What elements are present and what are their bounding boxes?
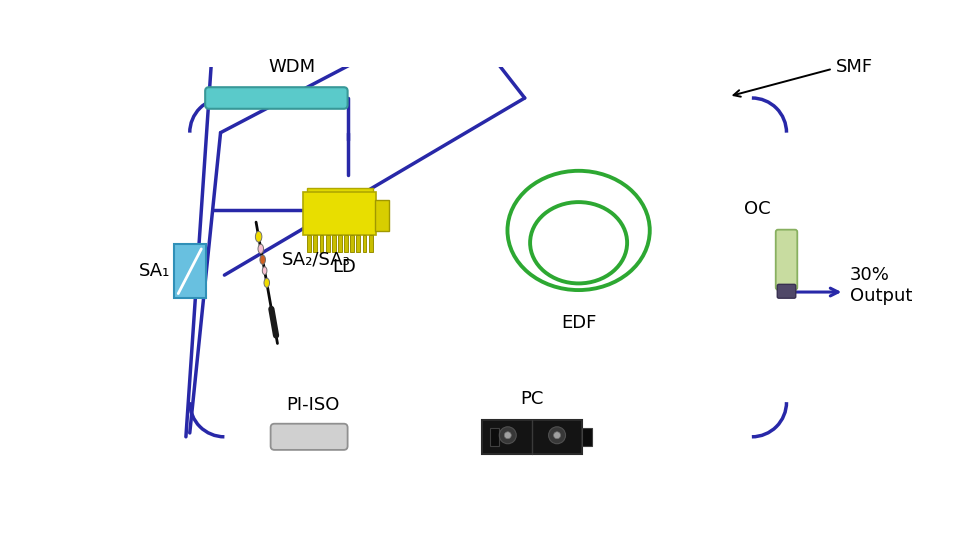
- Bar: [307, 235, 311, 251]
- Ellipse shape: [499, 427, 516, 444]
- Ellipse shape: [554, 432, 561, 438]
- FancyBboxPatch shape: [271, 424, 348, 450]
- Bar: [363, 235, 367, 251]
- Bar: [582, 428, 592, 446]
- Ellipse shape: [260, 255, 265, 264]
- Bar: [332, 235, 335, 251]
- Bar: [313, 235, 317, 251]
- Bar: [357, 235, 361, 251]
- Ellipse shape: [262, 267, 267, 274]
- FancyBboxPatch shape: [307, 189, 372, 208]
- Text: SA₂/SA₃: SA₂/SA₃: [282, 251, 351, 269]
- Ellipse shape: [258, 244, 263, 254]
- Bar: [338, 235, 342, 251]
- Bar: [375, 200, 389, 231]
- Bar: [490, 428, 499, 446]
- Text: PI-ISO: PI-ISO: [287, 396, 339, 414]
- Text: OC: OC: [744, 200, 770, 218]
- FancyBboxPatch shape: [205, 87, 348, 109]
- Text: LD: LD: [332, 258, 356, 276]
- Bar: [326, 235, 330, 251]
- Text: SMF: SMF: [836, 58, 873, 76]
- Text: EDF: EDF: [561, 314, 597, 332]
- Bar: [344, 235, 348, 251]
- Bar: [303, 192, 376, 235]
- Bar: [483, 420, 582, 454]
- Ellipse shape: [549, 427, 566, 444]
- Ellipse shape: [264, 278, 269, 287]
- Bar: [320, 235, 324, 251]
- FancyBboxPatch shape: [174, 244, 206, 298]
- Text: SA₁: SA₁: [139, 262, 171, 280]
- FancyBboxPatch shape: [776, 230, 798, 290]
- Ellipse shape: [504, 432, 511, 438]
- Text: PC: PC: [521, 390, 544, 408]
- Text: WDM: WDM: [268, 58, 315, 76]
- Text: 30%
Output: 30% Output: [849, 267, 912, 305]
- Ellipse shape: [255, 231, 262, 242]
- Bar: [350, 235, 354, 251]
- Bar: [369, 235, 372, 251]
- FancyBboxPatch shape: [777, 284, 796, 298]
